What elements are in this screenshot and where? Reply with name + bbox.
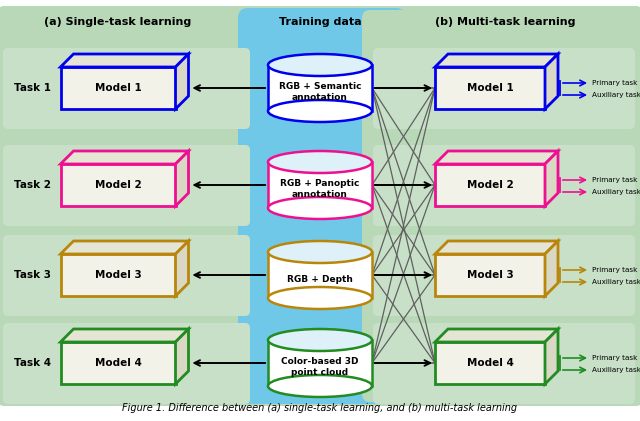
Text: Primary task: Primary task <box>592 80 637 86</box>
Text: Model 2: Model 2 <box>467 180 513 190</box>
Polygon shape <box>435 254 545 296</box>
Polygon shape <box>61 54 189 67</box>
Polygon shape <box>268 252 372 298</box>
Polygon shape <box>61 164 175 206</box>
Text: Auxiliary tasks: Auxiliary tasks <box>592 92 640 98</box>
Text: Task 1: Task 1 <box>14 83 51 93</box>
FancyBboxPatch shape <box>3 145 250 226</box>
Polygon shape <box>175 241 189 296</box>
Text: Auxiliary tasks: Auxiliary tasks <box>592 189 640 195</box>
Polygon shape <box>435 151 558 164</box>
Polygon shape <box>435 164 545 206</box>
Text: Training data: Training data <box>278 17 362 27</box>
Polygon shape <box>545 241 558 296</box>
FancyBboxPatch shape <box>0 6 640 406</box>
Text: Model 3: Model 3 <box>467 270 513 280</box>
Text: Figure 1. Difference between (a) single-task learning, and (b) multi-task learni: Figure 1. Difference between (a) single-… <box>122 403 518 413</box>
Text: Task 3: Task 3 <box>14 270 51 280</box>
FancyBboxPatch shape <box>373 48 635 129</box>
Ellipse shape <box>268 100 372 122</box>
FancyBboxPatch shape <box>238 8 406 404</box>
FancyBboxPatch shape <box>373 323 635 404</box>
FancyBboxPatch shape <box>3 323 250 404</box>
Ellipse shape <box>268 375 372 397</box>
Polygon shape <box>268 340 372 386</box>
Polygon shape <box>61 67 175 109</box>
Ellipse shape <box>268 241 372 263</box>
Polygon shape <box>268 162 372 208</box>
Text: (b) Multi-task learning: (b) Multi-task learning <box>435 17 575 27</box>
Text: Task 2: Task 2 <box>14 180 51 190</box>
Text: Model 2: Model 2 <box>95 180 141 190</box>
Text: Model 4: Model 4 <box>95 358 141 368</box>
FancyBboxPatch shape <box>3 235 250 316</box>
FancyBboxPatch shape <box>373 235 635 316</box>
Polygon shape <box>61 241 189 254</box>
Polygon shape <box>61 254 175 296</box>
Text: Model 4: Model 4 <box>467 358 513 368</box>
FancyBboxPatch shape <box>373 145 635 226</box>
Ellipse shape <box>268 329 372 351</box>
Ellipse shape <box>268 151 372 173</box>
Polygon shape <box>545 329 558 384</box>
Text: Primary task: Primary task <box>592 267 637 273</box>
Ellipse shape <box>268 197 372 219</box>
Text: Model 1: Model 1 <box>95 83 141 93</box>
Polygon shape <box>435 342 545 384</box>
Text: Task 4: Task 4 <box>14 358 51 368</box>
Polygon shape <box>61 329 189 342</box>
Polygon shape <box>268 65 372 111</box>
FancyBboxPatch shape <box>362 10 640 402</box>
Text: Auxiliary tasks: Auxiliary tasks <box>592 279 640 285</box>
Polygon shape <box>61 151 189 164</box>
Polygon shape <box>435 67 545 109</box>
Polygon shape <box>175 151 189 206</box>
Polygon shape <box>435 241 558 254</box>
Ellipse shape <box>268 54 372 76</box>
Polygon shape <box>175 54 189 109</box>
Text: Primary task: Primary task <box>592 177 637 183</box>
FancyBboxPatch shape <box>3 48 250 129</box>
Text: Model 1: Model 1 <box>467 83 513 93</box>
Text: (a) Single-task learning: (a) Single-task learning <box>44 17 191 27</box>
Polygon shape <box>175 329 189 384</box>
Text: RGB + Semantic
annotation: RGB + Semantic annotation <box>279 82 361 102</box>
Text: Auxiliary tasks: Auxiliary tasks <box>592 367 640 373</box>
Polygon shape <box>435 54 558 67</box>
Polygon shape <box>435 329 558 342</box>
Polygon shape <box>61 342 175 384</box>
Ellipse shape <box>268 287 372 309</box>
Text: RGB + Panoptic
annotation: RGB + Panoptic annotation <box>280 179 360 199</box>
Polygon shape <box>545 54 558 109</box>
Text: RGB + Depth: RGB + Depth <box>287 274 353 283</box>
Text: Model 3: Model 3 <box>95 270 141 280</box>
Text: Primary task: Primary task <box>592 355 637 361</box>
Polygon shape <box>545 151 558 206</box>
Text: Color-based 3D
point cloud: Color-based 3D point cloud <box>281 357 359 377</box>
